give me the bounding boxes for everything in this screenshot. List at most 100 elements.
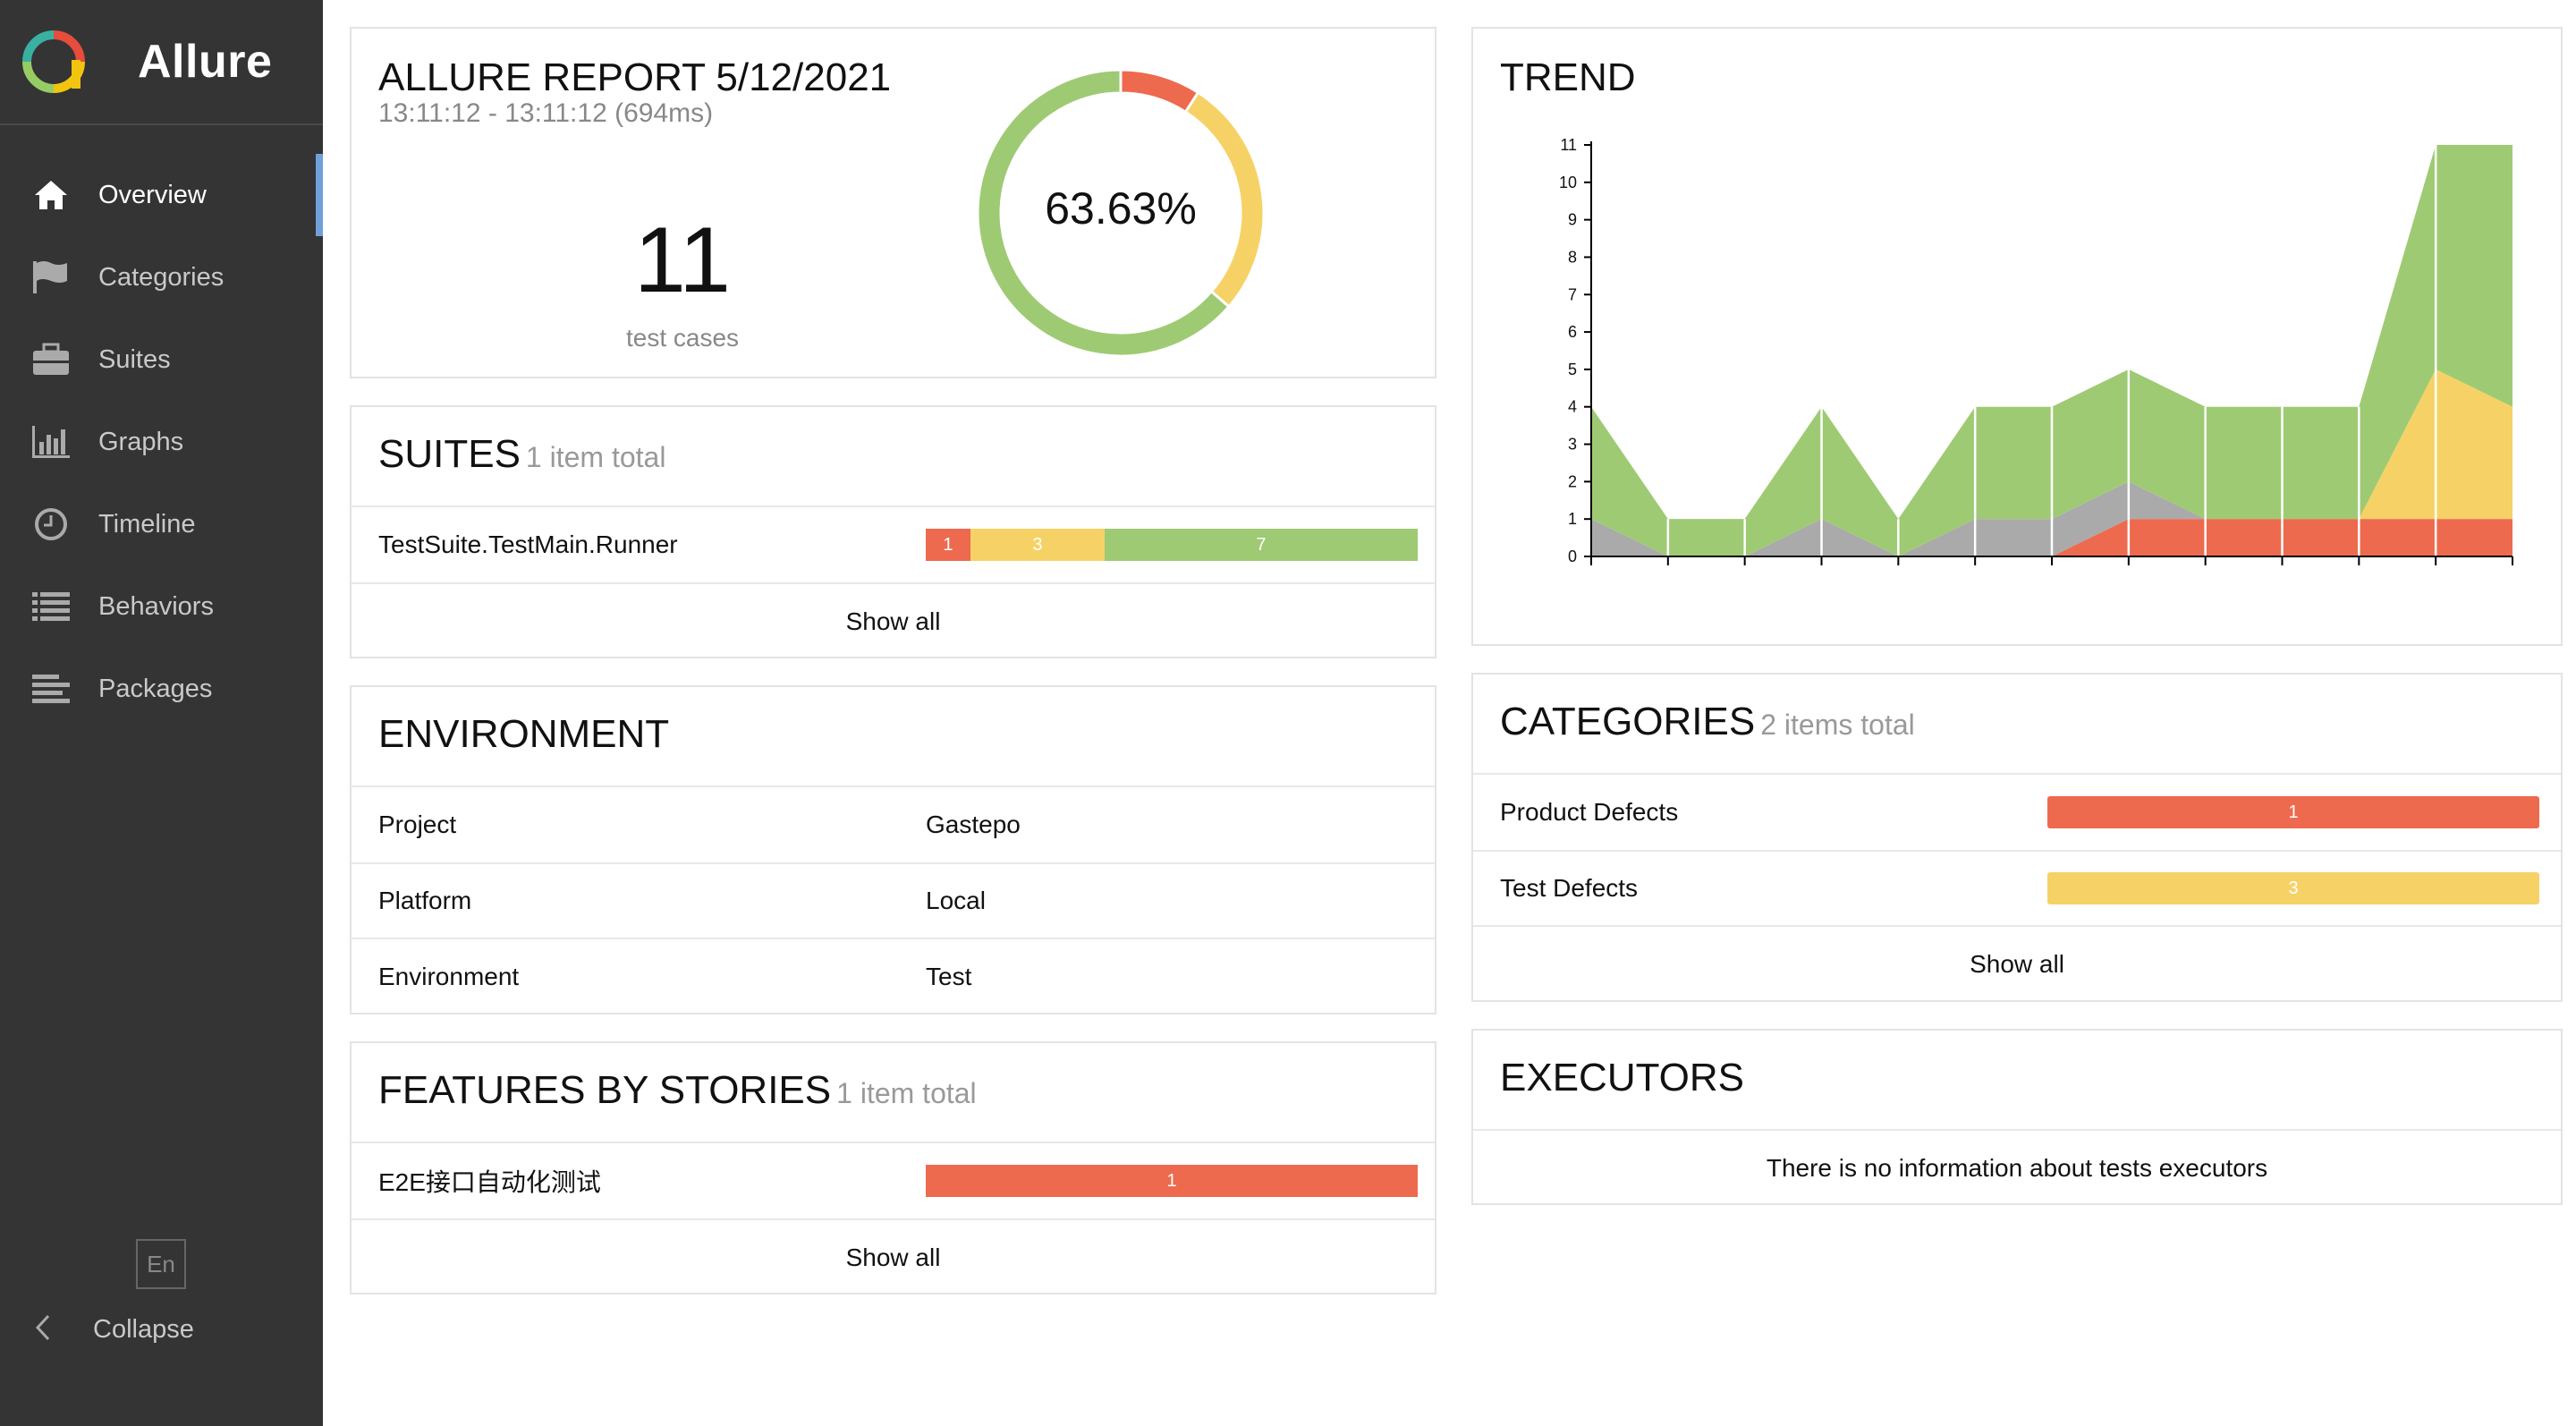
categories-widget: CATEGORIES 2 items total Product Defects … bbox=[1471, 673, 2563, 1002]
success-rate-value: 63.63% bbox=[1045, 183, 1197, 233]
failed-segment: 1 bbox=[926, 1165, 1418, 1197]
sidebar-item-overview[interactable]: Overview bbox=[0, 154, 323, 236]
donut-passed-segment[interactable] bbox=[978, 70, 1232, 356]
align-left-icon bbox=[30, 668, 72, 709]
trend-y-tick-label: 11 bbox=[1560, 136, 1577, 154]
summary-widget: ALLURE REPORT 5/12/2021 13:11:12 - 13:11… bbox=[350, 27, 1436, 378]
features-title: FEATURES BY STORIES 1 item total bbox=[378, 1068, 977, 1113]
feature-row[interactable]: E2E接口自动化测试 1 bbox=[352, 1142, 1435, 1218]
list-icon bbox=[30, 586, 72, 627]
test-case-count: 11 bbox=[634, 208, 731, 312]
sidebar: Allure Overview Categories Suites Graphs bbox=[0, 0, 323, 1426]
briefcase-icon bbox=[30, 339, 72, 380]
broken-segment: 3 bbox=[2047, 872, 2539, 904]
trend-y-tick-label: 3 bbox=[1568, 436, 1577, 454]
environment-row: Platform Local bbox=[352, 862, 1435, 938]
sidebar-item-suites[interactable]: Suites bbox=[0, 318, 323, 401]
trend-y-tick-label: 9 bbox=[1568, 211, 1577, 229]
flag-icon bbox=[30, 257, 72, 298]
env-key: Platform bbox=[378, 887, 472, 914]
failed-segment: 1 bbox=[2047, 796, 2539, 828]
chevron-left-icon bbox=[30, 1312, 57, 1347]
environment-title: ENVIRONMENT bbox=[378, 712, 670, 756]
suites-title-text: SUITES bbox=[378, 432, 521, 476]
clock-icon bbox=[30, 504, 72, 545]
language-switcher[interactable]: En bbox=[136, 1239, 186, 1289]
test-case-count-label: test cases bbox=[625, 324, 740, 352]
trend-widget: TREND 0 1 2 3 4 5 6 7 8 9 10 11 bbox=[1471, 27, 2563, 646]
category-status-bar: 1 bbox=[2047, 796, 2539, 828]
category-row[interactable]: Product Defects 1 bbox=[1473, 773, 2561, 850]
bar-chart-icon bbox=[30, 421, 72, 463]
categories-title-text: CATEGORIES bbox=[1500, 700, 1756, 743]
env-value: Test bbox=[926, 963, 972, 990]
trend-y-tick-label: 7 bbox=[1568, 285, 1577, 303]
trend-y-tick-label: 6 bbox=[1568, 323, 1577, 341]
trend-y-tick-label: 10 bbox=[1559, 174, 1577, 191]
broken-segment: 3 bbox=[970, 529, 1105, 561]
categories-show-all-link[interactable]: Show all bbox=[1473, 925, 2561, 1002]
trend-title: TREND bbox=[1500, 55, 1636, 99]
app-name: Allure bbox=[138, 36, 273, 88]
categories-title: CATEGORIES 2 items total bbox=[1500, 700, 1915, 744]
suites-show-all-link[interactable]: Show all bbox=[352, 582, 1435, 658]
categories-total: 2 items total bbox=[1760, 709, 1915, 741]
category-status-bar: 3 bbox=[2047, 872, 2539, 904]
sidebar-item-label: Timeline bbox=[98, 509, 196, 539]
collapse-label: Collapse bbox=[93, 1314, 194, 1344]
features-show-all-link[interactable]: Show all bbox=[352, 1218, 1435, 1294]
sidebar-item-graphs[interactable]: Graphs bbox=[0, 401, 323, 483]
executors-title: EXECUTORS bbox=[1500, 1056, 1745, 1099]
trend-chart[interactable]: 0 1 2 3 4 5 6 7 8 9 10 11 bbox=[1473, 29, 2561, 644]
sidebar-item-label: Suites bbox=[98, 344, 171, 374]
suite-name: TestSuite.TestMain.Runner bbox=[378, 531, 678, 558]
success-rate-donut[interactable]: 63.63% bbox=[978, 70, 1264, 356]
feature-name: E2E接口自动化测试 bbox=[378, 1168, 601, 1196]
suite-row[interactable]: TestSuite.TestMain.Runner 1 3 7 bbox=[352, 505, 1435, 582]
env-value: Local bbox=[926, 887, 986, 914]
trend-y-tick-label: 8 bbox=[1568, 248, 1577, 266]
donut-failed-segment[interactable] bbox=[1119, 70, 1200, 115]
category-name: Product Defects bbox=[1500, 798, 1679, 826]
suites-widget: SUITES 1 item total TestSuite.TestMain.Ru… bbox=[350, 405, 1436, 658]
category-name: Test Defects bbox=[1500, 874, 1639, 902]
executors-empty-text: There is no information about tests exec… bbox=[1766, 1153, 2268, 1182]
passed-segment: 7 bbox=[1104, 529, 1418, 561]
sidebar-item-packages[interactable]: Packages bbox=[0, 648, 323, 730]
sidebar-item-label: Behaviors bbox=[98, 591, 214, 621]
sidebar-item-label: Packages bbox=[98, 674, 213, 703]
category-row[interactable]: Test Defects 3 bbox=[1473, 850, 2561, 925]
suites-total: 1 item total bbox=[525, 441, 666, 473]
report-time-range: 13:11:12 - 13:11:12 (694ms) bbox=[378, 98, 714, 128]
sidebar-menu: Overview Categories Suites Graphs Timeli… bbox=[0, 154, 323, 730]
suites-title: SUITES 1 item total bbox=[378, 432, 665, 477]
trend-y-tick-label: 1 bbox=[1568, 510, 1577, 528]
sidebar-item-categories[interactable]: Categories bbox=[0, 236, 323, 318]
trend-y-tick-label: 4 bbox=[1568, 398, 1577, 416]
environment-row: Project Gastepo bbox=[352, 785, 1435, 862]
features-widget: FEATURES BY STORIES 1 item total E2E接口自动化… bbox=[350, 1041, 1436, 1294]
failed-segment: 1 bbox=[926, 529, 970, 561]
feature-status-bar: 1 bbox=[926, 1165, 1418, 1197]
sidebar-item-timeline[interactable]: Timeline bbox=[0, 483, 323, 565]
collapse-button[interactable]: Collapse bbox=[0, 1288, 323, 1371]
executors-widget: EXECUTORS There is no information about … bbox=[1471, 1029, 2563, 1205]
environment-widget: ENVIRONMENT Project Gastepo Platform Loc… bbox=[350, 685, 1436, 1014]
brand[interactable]: Allure bbox=[0, 0, 323, 125]
donut-broken-segment[interactable] bbox=[1183, 90, 1264, 309]
allure-logo-icon bbox=[22, 30, 85, 93]
trend-y-tick-label: 2 bbox=[1568, 472, 1577, 490]
home-icon bbox=[30, 174, 72, 216]
trend-y-tick-label: 0 bbox=[1568, 547, 1577, 565]
executors-empty-row: There is no information about tests exec… bbox=[1473, 1129, 2561, 1205]
suite-status-bar: 1 3 7 bbox=[926, 529, 1418, 561]
env-key: Environment bbox=[378, 963, 520, 990]
sidebar-item-behaviors[interactable]: Behaviors bbox=[0, 565, 323, 648]
env-value: Gastepo bbox=[926, 811, 1021, 838]
environment-row: Environment Test bbox=[352, 938, 1435, 1014]
env-key: Project bbox=[378, 811, 457, 838]
features-title-text: FEATURES BY STORIES bbox=[378, 1068, 832, 1112]
features-total: 1 item total bbox=[836, 1077, 977, 1109]
report-title: ALLURE REPORT 5/12/2021 bbox=[378, 55, 892, 99]
sidebar-item-label: Overview bbox=[98, 180, 207, 209]
